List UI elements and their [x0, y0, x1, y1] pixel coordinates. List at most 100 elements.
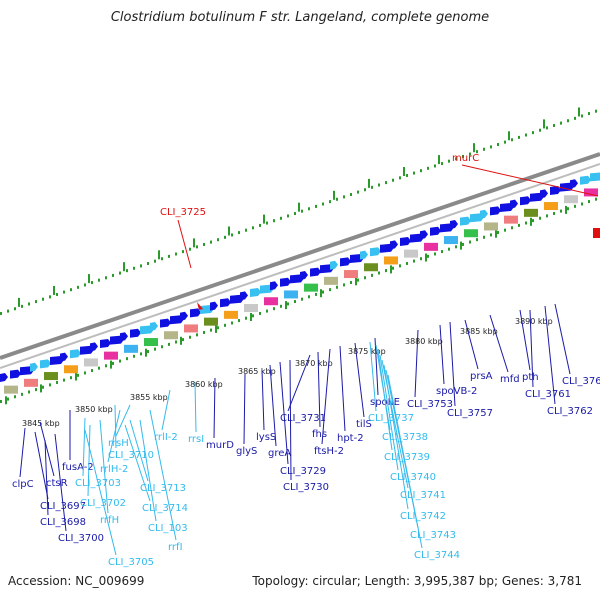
- outer-tick-dot: [77, 285, 79, 289]
- inner-tick-dot: [357, 278, 359, 282]
- inner-tick-dot: [175, 340, 177, 344]
- gene-leader-line: [354, 342, 365, 418]
- outer-tick-dot: [455, 157, 457, 161]
- inner-tick-dot: [427, 254, 429, 258]
- gene-label: fusA-2: [62, 462, 94, 473]
- inner-tick-dot: [364, 276, 366, 280]
- gene-leader-line: [544, 305, 556, 405]
- outer-tick-major: [543, 119, 545, 129]
- kbp-label: 3865 kbp: [238, 367, 276, 376]
- inner-tick-major: [565, 205, 567, 214]
- inner-tick-dot: [21, 392, 23, 396]
- inner-tick-dot: [308, 295, 310, 299]
- gene-leader-line: [464, 319, 479, 370]
- inner-tick-major: [145, 348, 147, 357]
- gene-arrow: [360, 250, 368, 260]
- feature-block: [204, 317, 218, 326]
- inner-tick-major: [530, 217, 532, 226]
- inner-tick-dot: [469, 240, 471, 244]
- gene-label: clpC: [12, 479, 34, 490]
- outer-tick-dot: [476, 150, 478, 154]
- inner-tick-dot: [217, 326, 219, 330]
- outer-tick-dot: [224, 235, 226, 239]
- gene-leader-line: [99, 419, 109, 514]
- gene-leader-line: [279, 361, 289, 465]
- gene-label: CLI_3700: [58, 533, 104, 544]
- feature-block: [24, 378, 38, 387]
- outer-tick-dot: [175, 252, 177, 256]
- feature-block: [444, 236, 458, 245]
- outer-tick-dot: [511, 138, 513, 142]
- genome-backbone-inner: [0, 163, 600, 369]
- gene-arrow: [450, 220, 458, 229]
- outer-tick-dot: [119, 271, 121, 275]
- outer-tick-dot: [504, 140, 506, 144]
- gene-leader-line: [287, 354, 311, 412]
- outer-tick-dot: [469, 152, 471, 156]
- inner-tick-dot: [287, 302, 289, 306]
- inner-tick-dot: [63, 378, 65, 382]
- gene-label: CLI_3739: [384, 452, 430, 463]
- gene-leader-line: [529, 309, 534, 388]
- outer-tick-major: [333, 190, 335, 200]
- gene-arrow: [40, 359, 51, 369]
- gene-label: CLI_3714: [142, 503, 188, 514]
- feature-block: [144, 338, 158, 347]
- gene-leader-line: [379, 354, 399, 471]
- outer-tick-major: [473, 143, 475, 153]
- inner-tick-major: [355, 277, 357, 286]
- gene-arrow: [70, 349, 81, 359]
- gene-leader-line: [489, 314, 509, 373]
- inner-tick-dot: [406, 261, 408, 265]
- gene-arrow: [390, 240, 398, 250]
- kbp-label: 3855 kbp: [130, 393, 168, 402]
- outer-tick-dot: [301, 209, 303, 213]
- feature-block: [264, 297, 278, 306]
- inner-tick-dot: [224, 323, 226, 327]
- outer-tick-dot: [245, 228, 247, 232]
- inner-tick-dot: [56, 380, 58, 384]
- inner-tick-major: [215, 324, 217, 333]
- inner-tick-dot: [497, 231, 499, 235]
- outer-tick-dot: [63, 290, 65, 294]
- gene-track: [0, 172, 600, 382]
- outer-tick-dot: [336, 197, 338, 201]
- gene-leader-line: [149, 409, 177, 541]
- inner-tick-dot: [539, 216, 541, 220]
- outer-tick-dot: [560, 121, 562, 125]
- inner-tick-dot: [112, 361, 114, 365]
- kbp-label: 3880 kbp: [405, 337, 443, 346]
- outer-tick-dot: [315, 204, 317, 208]
- gene-label: murD: [206, 440, 234, 451]
- gene-arrow: [460, 216, 471, 226]
- gene-leader-line: [519, 309, 531, 371]
- outer-tick-dot: [546, 126, 548, 130]
- outer-tick-dot: [413, 171, 415, 175]
- gene-arrow: [160, 318, 171, 328]
- gene-arrow: [420, 230, 428, 240]
- inner-tick-dot: [140, 352, 142, 356]
- inner-tick-dot: [280, 304, 282, 308]
- outer-tick-dot: [189, 247, 191, 251]
- outer-tick-dot: [56, 292, 58, 296]
- inner-tick-dot: [560, 209, 562, 213]
- outer-tick-dot: [203, 242, 205, 246]
- feature-block: [424, 242, 438, 251]
- gene-label: CLI_3740: [390, 472, 436, 483]
- outer-tick-dot: [70, 288, 72, 292]
- outer-tick-dot: [406, 173, 408, 177]
- gene-arrow: [0, 373, 8, 382]
- inner-tick-dot: [322, 290, 324, 294]
- inner-tick-dot: [70, 376, 72, 380]
- gene-leader-line: [383, 364, 409, 510]
- inner-tick-major: [425, 253, 427, 262]
- gene-label: CLI_3743: [410, 530, 456, 541]
- outer-tick-major: [18, 297, 20, 307]
- gene-label: mfd: [500, 374, 520, 385]
- gene-label: CLI_3737: [368, 413, 414, 424]
- inner-tick-major: [285, 301, 287, 310]
- outer-tick-dot: [140, 264, 142, 268]
- gene-leader-line: [84, 429, 117, 556]
- inner-tick-dot: [196, 333, 198, 337]
